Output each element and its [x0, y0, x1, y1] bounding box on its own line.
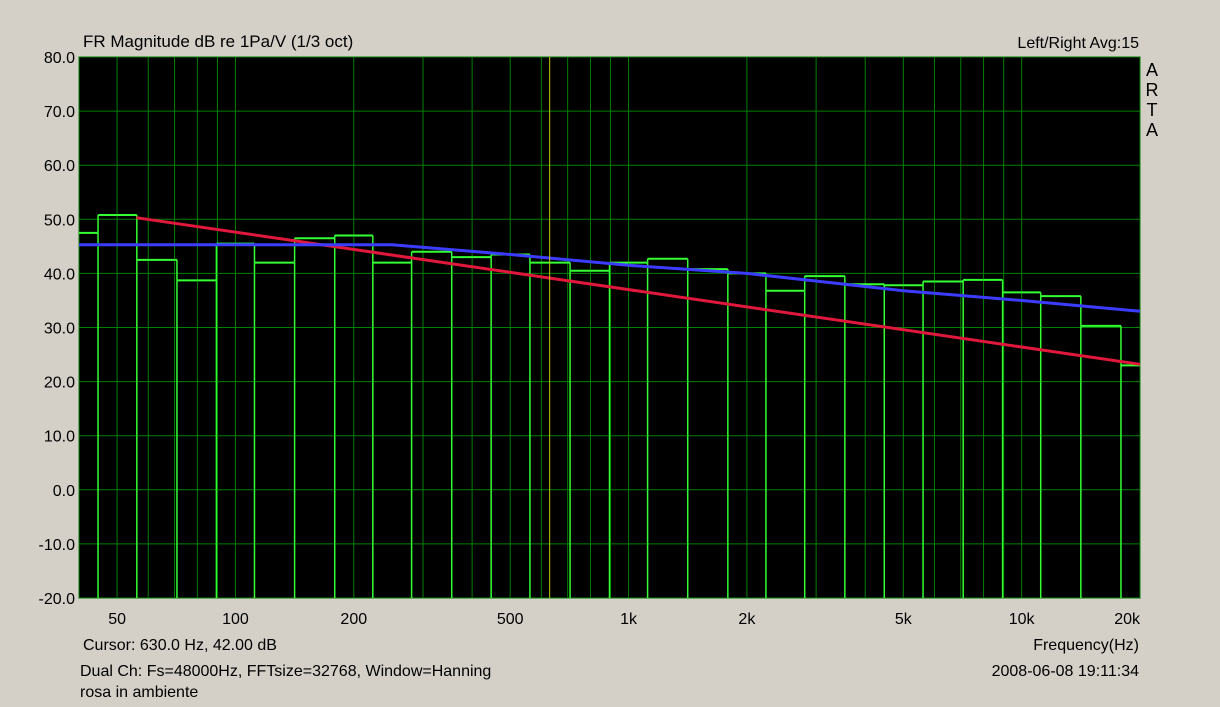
channel-label: Left/Right Avg:15: [1017, 35, 1139, 52]
y-tick-label: 50.0: [44, 212, 75, 229]
y-tick-label: 80.0: [44, 50, 75, 67]
cursor-readout: Cursor: 630.0 Hz, 42.00 dB: [83, 637, 277, 654]
chart-title: FR Magnitude dB re 1Pa/V (1/3 oct): [83, 32, 354, 51]
x-axis-label: Frequency(Hz): [1033, 637, 1139, 654]
x-tick-label: 10k: [1009, 611, 1036, 628]
y-tick-label: -20.0: [39, 591, 76, 608]
y-tick-label: -10.0: [39, 537, 76, 554]
y-tick-label: 20.0: [44, 375, 75, 392]
x-tick-label: 50: [108, 611, 126, 628]
x-tick-label: 1k: [620, 611, 638, 628]
blue-trend-line: [79, 243, 1141, 313]
x-tick-label: 500: [497, 611, 524, 628]
y-tick-label: 40.0: [44, 266, 75, 283]
red-trend-line: [136, 216, 1141, 366]
x-tick-label: 200: [340, 611, 367, 628]
y-tick-label: 10.0: [44, 429, 75, 446]
x-tick-label: 5k: [895, 611, 913, 628]
x-tick-label: 2k: [738, 611, 756, 628]
x-axis-ticks: 50 100 200 500 1k 2k 5k 10k 20k: [108, 611, 1141, 628]
y-tick-label: 30.0: [44, 321, 75, 338]
y-tick-label: 70.0: [44, 104, 75, 121]
x-tick-label: 20k: [1114, 611, 1141, 628]
trend-lines: [79, 216, 1141, 366]
y-tick-label: 0.0: [53, 483, 75, 500]
brand-label: ARTA: [1145, 60, 1159, 140]
x-tick-label: 100: [222, 611, 249, 628]
timestamp: 2008-06-08 19:11:34: [991, 663, 1139, 680]
measurement-info: Dual Ch: Fs=48000Hz, FFTsize=32768, Wind…: [80, 663, 492, 680]
y-tick-label: 60.0: [44, 158, 75, 175]
y-axis-ticks: 80.0 70.0 60.0 50.0 40.0 30.0 20.0 10.0 0.0 -10.0…: [39, 50, 76, 608]
measurement-note: rosa in ambiente: [80, 684, 199, 701]
